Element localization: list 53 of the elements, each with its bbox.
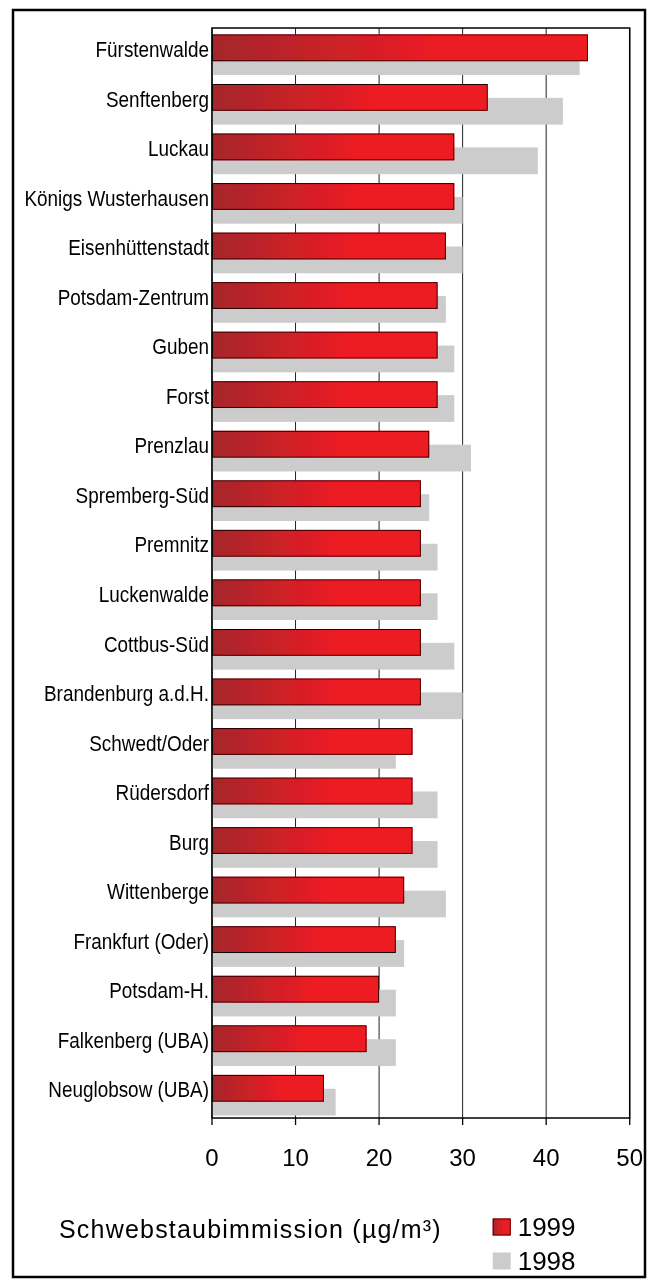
bar [212, 83, 488, 111]
bar [212, 975, 380, 1003]
y-tick-label: Fürstenwalde [95, 36, 209, 62]
bar [212, 876, 405, 904]
y-tick-label: Frankfurt (Oder) [73, 928, 209, 954]
y-tick-label: Luckau [148, 135, 209, 161]
y-tick-label: Cottbus-Süd [103, 631, 209, 656]
y-tick-label: Luckenwalde [98, 581, 209, 607]
bar [212, 777, 413, 805]
bar [212, 282, 438, 309]
x-tick-label: 10 [282, 1144, 309, 1172]
y-tick-label: Schwedt/Oder [89, 730, 210, 755]
bar [212, 381, 438, 409]
y-tick-label: Wittenberge [107, 878, 209, 904]
y-tick-label: Senftenberg [106, 86, 209, 111]
bar [212, 232, 446, 260]
bar [212, 678, 421, 706]
y-tick-label: Premnitz [134, 532, 209, 557]
bar [212, 628, 421, 656]
bar [212, 133, 455, 161]
x-tick-label: 50 [616, 1144, 644, 1172]
x-axis-title: Schwebstaubimmission (µg/m³) [59, 1215, 442, 1243]
bar [212, 579, 421, 607]
bar [212, 183, 455, 210]
x-tick-label: 20 [365, 1144, 393, 1172]
y-tick-label: Burg [169, 829, 209, 855]
y-tick-label: Brandenburg a.d.H. [44, 680, 209, 706]
y-tick-label: Potsdam-H. [109, 978, 209, 1003]
bar [212, 529, 421, 557]
y-tick-label: Neuglobsow (UBA) [48, 1077, 209, 1102]
y-tick-label: Prenzlau [134, 433, 209, 458]
y-tick-label: Spremberg-Süd [75, 482, 209, 508]
bar [212, 1025, 367, 1053]
y-tick-label: Eisenhüttenstadt [68, 234, 210, 260]
x-tick-label: 0 [205, 1144, 219, 1172]
bar [212, 926, 396, 954]
bar [212, 728, 413, 755]
y-tick-label: Königs Wusterhausen [24, 185, 209, 210]
legend-label: 1999 [517, 1212, 576, 1243]
x-tick-label: 30 [449, 1144, 476, 1172]
bar [212, 331, 438, 359]
bar [212, 827, 413, 854]
bar [212, 480, 421, 508]
y-tick-label: Rüdersdorf [115, 779, 210, 805]
legend-label: 1998 [517, 1246, 576, 1277]
y-tick-label: Forst [165, 383, 210, 409]
bar [212, 34, 588, 62]
y-tick-label: Falkenberg (UBA) [57, 1027, 209, 1053]
bar [212, 1074, 324, 1102]
x-tick-label: 40 [532, 1144, 560, 1172]
y-tick-label: Potsdam-Zentrum [57, 284, 209, 310]
y-tick-label: Guben [152, 333, 209, 359]
bar [212, 430, 430, 458]
